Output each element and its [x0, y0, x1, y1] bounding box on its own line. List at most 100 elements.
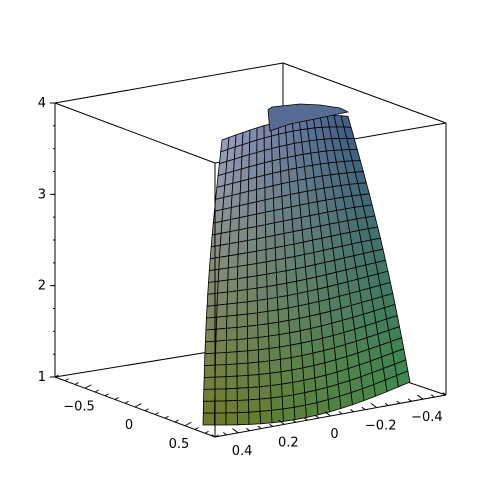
- surface-patch: [214, 376, 227, 390]
- x-tick: [134, 403, 142, 408]
- surface-patch: [258, 372, 271, 388]
- y-minor-tick: [246, 427, 250, 432]
- surface-patch: [208, 268, 220, 283]
- surface-patch: [365, 215, 379, 230]
- surface-patch: [282, 206, 293, 222]
- surface-patch: [294, 254, 306, 270]
- surface-patch: [367, 226, 381, 241]
- surface-patch: [236, 338, 249, 353]
- surface-patch: [266, 284, 278, 300]
- y-tick-label: 0.4: [232, 444, 253, 459]
- surface-patch: [246, 250, 258, 266]
- surface-patch: [214, 364, 227, 378]
- surface-patch: [203, 364, 216, 378]
- surface-patch: [237, 240, 249, 255]
- surface-patch: [264, 185, 274, 201]
- surface-patch: [247, 361, 260, 376]
- surface-patch: [279, 357, 293, 373]
- surface-patch: [236, 350, 249, 365]
- surface-patch: [280, 181, 291, 197]
- y-tick: [278, 419, 285, 425]
- y-tick: [324, 411, 331, 417]
- y-tick: [370, 402, 378, 409]
- surface-patch: [225, 351, 238, 366]
- surface-patch: [278, 132, 288, 148]
- surface-patch: [202, 400, 216, 414]
- surface-patch: [256, 199, 266, 215]
- surface-patch: [246, 238, 258, 254]
- x-tick: [84, 384, 92, 389]
- surface-patch: [237, 264, 248, 280]
- surface-patch: [225, 412, 238, 426]
- surface-patch: [278, 144, 289, 160]
- surface-patch: [256, 187, 266, 203]
- surface-patch: [274, 233, 286, 249]
- y-minor-tick: [338, 411, 343, 415]
- surface-patch: [264, 160, 274, 176]
- surface-tab: [267, 103, 350, 132]
- surface-patch: [275, 257, 287, 273]
- surface-patch: [302, 239, 315, 255]
- surface-patch: [283, 231, 295, 247]
- surface-patch: [273, 208, 284, 224]
- surface-patch: [227, 278, 239, 293]
- surface-patch: [271, 146, 281, 162]
- surface-patch: [292, 229, 304, 245]
- x-tick-label: −0.5: [63, 399, 95, 414]
- surface-patch: [215, 327, 228, 342]
- box-edge: [282, 62, 447, 124]
- surface-patch: [203, 376, 216, 390]
- surface-patch: [265, 247, 277, 263]
- surface-patch: [268, 334, 281, 349]
- surface-patch: [287, 293, 299, 309]
- y-tick-label: −0.2: [365, 419, 397, 434]
- surface-patch: [236, 301, 248, 316]
- surface-patch: [290, 204, 302, 220]
- surface-patch: [237, 252, 248, 267]
- surface-patch: [305, 402, 319, 418]
- surface-patch: [288, 167, 299, 183]
- y-minor-tick: [350, 408, 354, 413]
- surface-patch: [270, 383, 283, 399]
- x-minor-tick: [54, 374, 59, 378]
- surface-patch: [281, 194, 292, 210]
- surface-patch: [267, 321, 280, 337]
- surface-patch: [293, 241, 305, 257]
- surface-patch: [396, 370, 411, 388]
- y-minor-tick: [430, 394, 435, 398]
- x-minor-tick: [154, 412, 159, 415]
- y-minor-tick: [384, 402, 389, 406]
- surface-patch: [257, 335, 270, 351]
- surface-patch: [275, 270, 288, 286]
- surface-patch: [228, 241, 239, 257]
- surface-patch: [271, 158, 282, 174]
- y-minor-tick: [303, 417, 308, 421]
- surface-patch: [203, 388, 216, 402]
- surface-patch: [247, 349, 260, 364]
- surface-patch: [227, 253, 239, 269]
- surface-patch: [220, 219, 232, 234]
- surface-patch: [284, 256, 297, 272]
- surface-patch: [236, 276, 248, 292]
- surface-patch: [236, 411, 250, 426]
- surface-patch: [225, 363, 238, 378]
- surface-patch: [246, 287, 258, 303]
- surface-patch: [246, 275, 258, 290]
- z-tick-label: 1: [38, 370, 46, 385]
- surface-patch: [257, 323, 270, 338]
- surface-patch: [265, 234, 276, 250]
- y-minor-tick: [292, 419, 297, 423]
- x-minor-tick: [94, 389, 99, 393]
- surface-patch: [256, 162, 266, 178]
- surface-patch: [266, 272, 278, 288]
- surface-patch: [264, 172, 274, 189]
- x-minor-tick: [174, 419, 179, 423]
- surface-patch: [247, 188, 258, 205]
- surface-patch: [284, 243, 296, 259]
- surface-patch: [256, 236, 267, 252]
- y-minor-tick: [361, 406, 366, 411]
- x-minor-tick: [144, 408, 149, 412]
- surface-patch: [214, 400, 227, 414]
- x-tick-label: 0: [125, 418, 133, 433]
- surface-patch: [280, 369, 294, 385]
